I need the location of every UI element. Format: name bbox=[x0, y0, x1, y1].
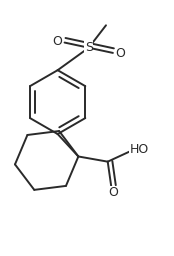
Text: O: O bbox=[108, 186, 118, 199]
Text: HO: HO bbox=[130, 143, 149, 156]
Text: O: O bbox=[116, 47, 126, 60]
Text: O: O bbox=[52, 35, 62, 48]
Text: S: S bbox=[85, 41, 93, 54]
